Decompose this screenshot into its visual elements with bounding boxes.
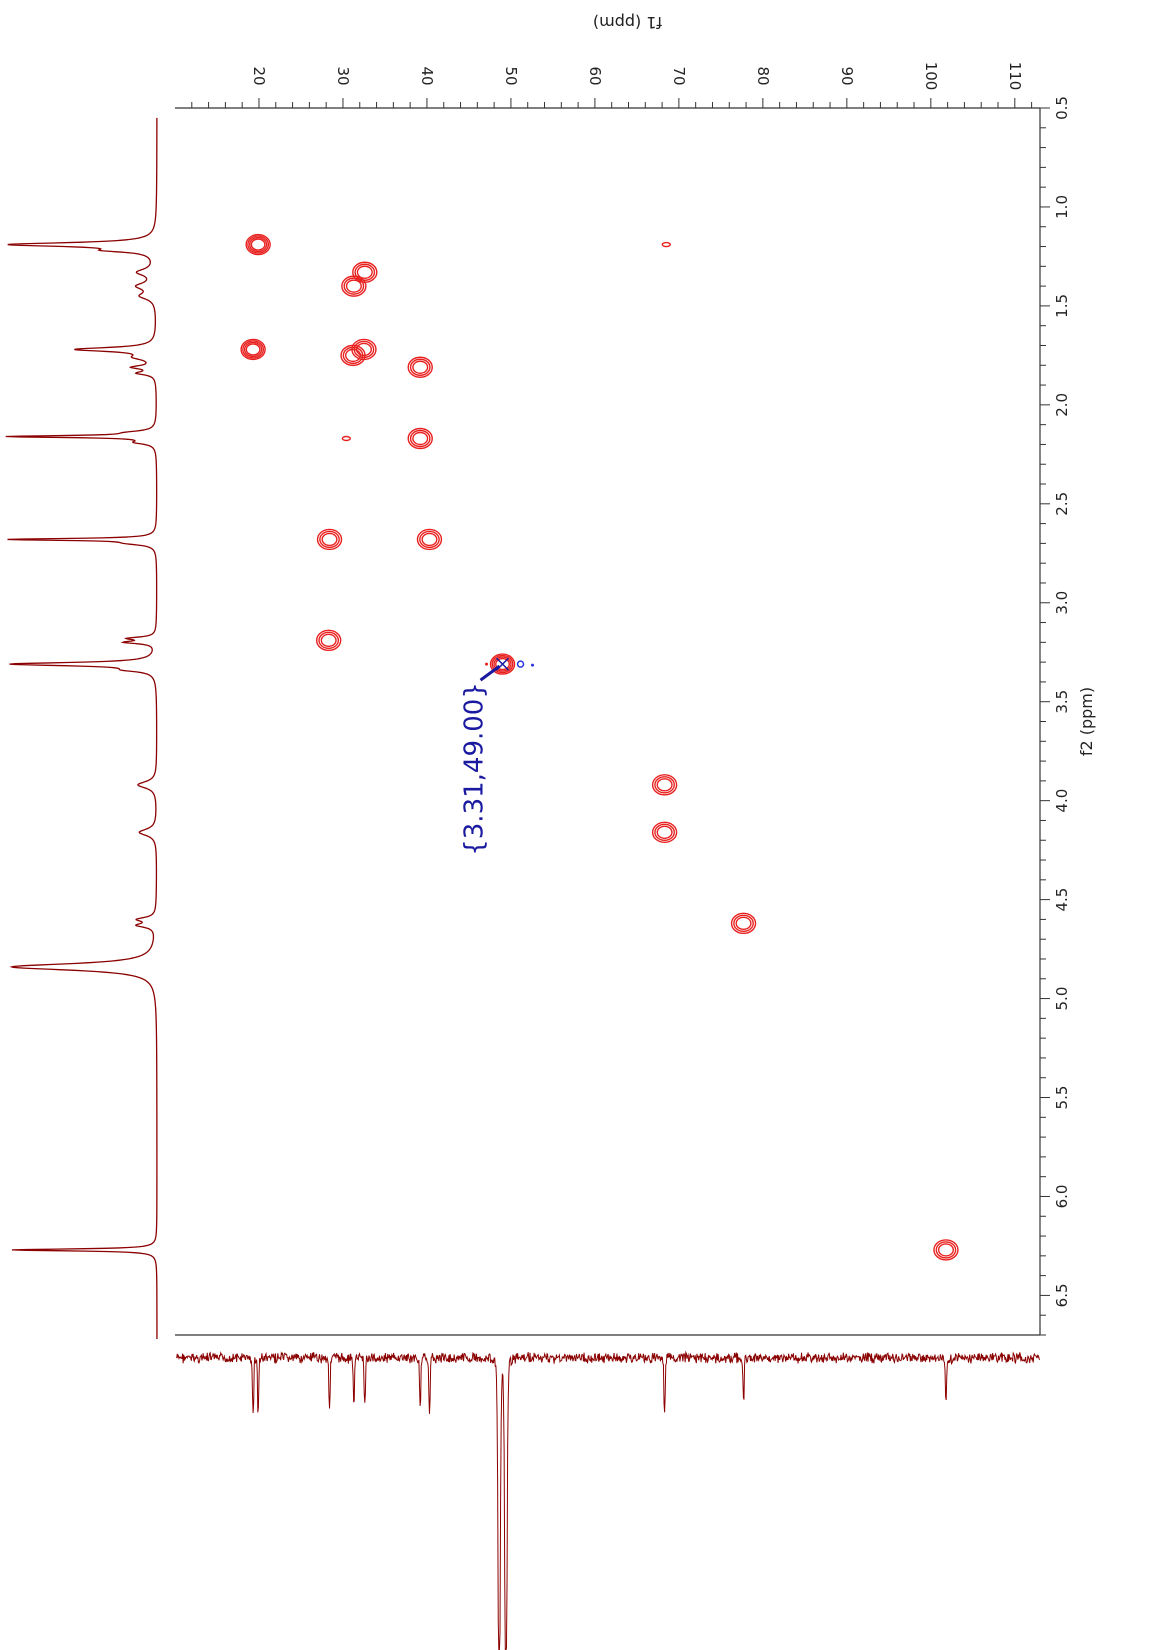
contour-peak (651, 774, 678, 796)
negative-contour (531, 663, 535, 667)
f2-tick-label: 4.5 (1053, 888, 1071, 912)
f1-projection-spectrum (176, 1350, 1041, 1650)
f1-tick-label: 100 (922, 62, 940, 91)
f2-tick-label: 4.0 (1053, 789, 1071, 813)
annotation-arrow (479, 664, 501, 682)
f2-tick-label: 3.5 (1053, 690, 1071, 714)
contour-peak (651, 821, 678, 844)
f2-tick-label: 2.5 (1053, 492, 1071, 516)
noise-contour (485, 662, 489, 666)
proton-spectrum-trace (5, 117, 158, 1339)
f2-tick-label: 5.0 (1053, 987, 1071, 1011)
f2-tick-label: 1.0 (1053, 195, 1071, 219)
f1-tick-label: 80 (754, 66, 772, 85)
contour-peak (352, 261, 378, 283)
contour-peak (341, 435, 352, 442)
f2-tick-label: 3.0 (1053, 591, 1071, 615)
f1-tick-label: 90 (838, 66, 856, 85)
contour-peak (340, 344, 366, 367)
f2-tick-label: 5.5 (1053, 1086, 1071, 1110)
plot-frame (175, 107, 1041, 1336)
f2-tick-label: 2.0 (1053, 393, 1071, 417)
contour-peak (407, 427, 433, 450)
f2-tick-label: 0.5 (1053, 96, 1071, 120)
f2-tick-label: 1.5 (1053, 294, 1071, 318)
contour-peak (316, 528, 343, 551)
contour-peak (489, 653, 516, 675)
annotation-crosshair (495, 657, 510, 671)
f2-projection-spectrum (5, 117, 158, 1339)
f1-tick-label: 70 (670, 66, 688, 85)
f2-axis-title: f2 (ppm) (1077, 687, 1096, 756)
f1-tick-label: 110 (1006, 62, 1024, 91)
contour-peak (245, 233, 271, 256)
f1-tick-label: 40 (418, 66, 436, 85)
f1-axis: 20 30 40 50 60 70 80 90 100 110 (191, 62, 1033, 108)
f1-tick-label: 60 (586, 66, 604, 85)
negative-contour (516, 660, 525, 668)
f1-tick-label: 50 (502, 66, 520, 85)
contour-peak (341, 275, 367, 297)
carbon-spectrum-trace (176, 1350, 1041, 1650)
f1-tick-label: 20 (250, 66, 268, 85)
contour-peak (730, 912, 757, 935)
contour-peak (416, 528, 443, 551)
f1-tick-label: 30 (334, 66, 352, 85)
contour-peaks (240, 233, 959, 1261)
f2-tick-label: 6.0 (1053, 1185, 1071, 1209)
contour-peak (240, 338, 266, 361)
peak-annotation: {3.31,49.00} (460, 657, 510, 856)
f1-axis-title: f1 (ppm) (593, 13, 662, 32)
f2-axis: 0.5 1.0 1.5 2.0 2.5 3.0 3.5 4.0 4.5 5.0 5.5 6.0 6.5 (1040, 96, 1071, 1336)
contour-peak (407, 356, 433, 378)
peak-annotation-label: {3.31,49.00} (460, 682, 490, 856)
contour-peak (315, 629, 342, 652)
contour-peak (661, 241, 671, 248)
f2-tick-label: 6.5 (1053, 1283, 1071, 1307)
contour-peak (933, 1239, 959, 1261)
